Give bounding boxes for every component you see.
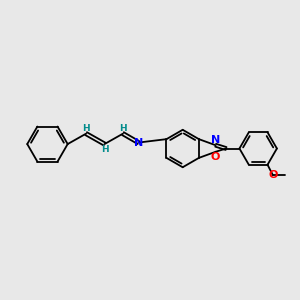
Text: N: N xyxy=(211,135,220,145)
Text: H: H xyxy=(82,124,90,133)
Text: H: H xyxy=(119,124,127,133)
Text: N: N xyxy=(134,138,143,148)
Text: O: O xyxy=(210,152,220,162)
Text: O: O xyxy=(268,170,278,180)
Text: H: H xyxy=(101,145,108,154)
